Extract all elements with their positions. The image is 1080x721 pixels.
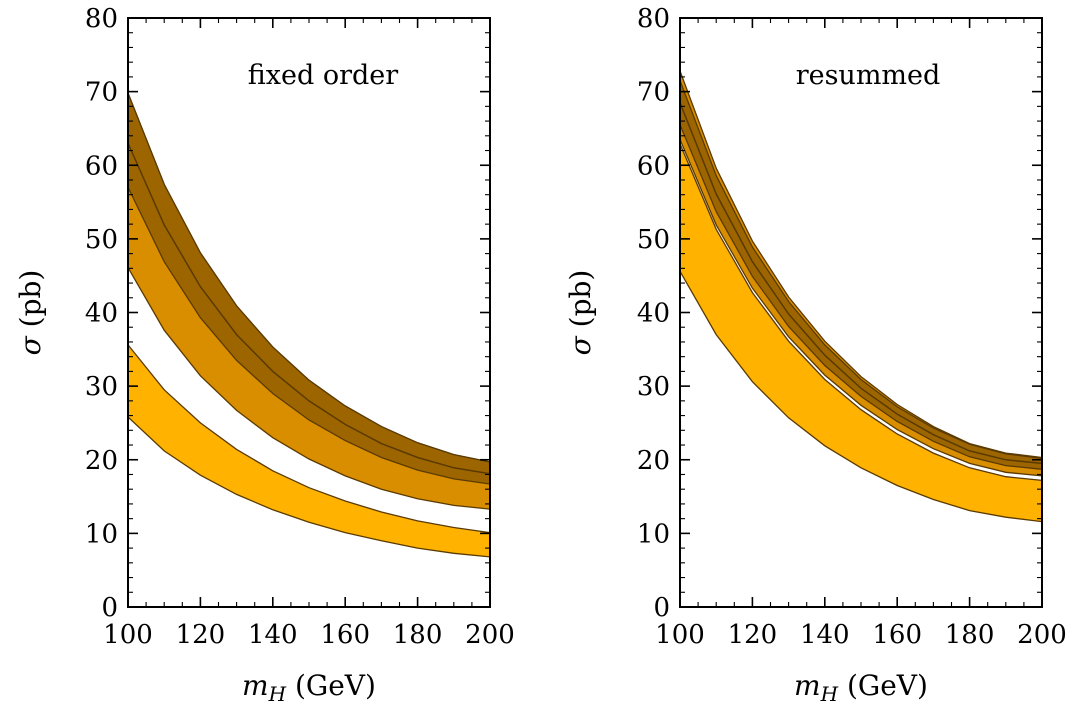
panel-annotation: resummed [796,60,941,91]
uncertainty-band-1 [128,343,490,558]
y-tick-label: 70 [637,78,670,108]
central-curve-1 [128,142,490,475]
y-tick-label: 0 [101,593,118,623]
y-tick-label: 40 [85,299,118,329]
y-tick-label: 10 [637,519,670,549]
x-tick-label: 100 [655,620,705,650]
y-tick-label: 0 [653,593,670,623]
y-tick-label: 30 [637,372,670,402]
y-tick-label: 30 [85,372,118,402]
x-tick-label: 120 [728,620,778,650]
y-tick-label: 40 [637,299,670,329]
chart-panel-1: 0 10 20 30 40 50 60 70 80 100 120 140 160 180 200 mH (G… [14,4,515,706]
y-tick-label: 70 [85,78,118,108]
x-tick-label: 120 [176,620,226,650]
uncertainty-band-3 [680,80,1042,470]
uncertainty-band-1 [680,143,1042,523]
panel-annotation: fixed order [248,60,399,91]
chart-panel-2: 0 10 20 30 40 50 60 70 80 100 120 140 160 180 200 mH (G… [564,4,1067,706]
y-axis-label: σ (pb) [564,270,597,356]
y-tick-label: 50 [637,225,670,255]
x-axis-label: mH (GeV) [242,669,376,706]
central-curve-1 [680,102,1042,465]
y-tick-label: 50 [85,225,118,255]
x-tick-label: 140 [800,620,850,650]
x-tick-label: 200 [1017,620,1067,650]
uncertainty-band-3 [128,92,490,485]
y-tick-label: 60 [637,151,670,181]
x-tick-label: 180 [945,620,995,650]
x-tick-label: 100 [103,620,153,650]
y-tick-label: 80 [637,4,670,34]
y-tick-label: 80 [85,4,118,34]
y-axis-label: σ (pb) [14,270,47,356]
y-tick-label: 10 [85,519,118,549]
y-tick-label: 60 [85,151,118,181]
plot-area [680,70,1042,523]
x-tick-label: 140 [248,620,298,650]
plot-area [128,92,490,558]
y-tick-label: 20 [637,446,670,476]
x-axis-label: mH (GeV) [794,669,928,706]
x-tick-label: 180 [393,620,443,650]
y-tick-label: 20 [85,446,118,476]
x-tick-label: 160 [320,620,370,650]
x-tick-label: 200 [465,620,515,650]
x-tick-label: 160 [872,620,922,650]
